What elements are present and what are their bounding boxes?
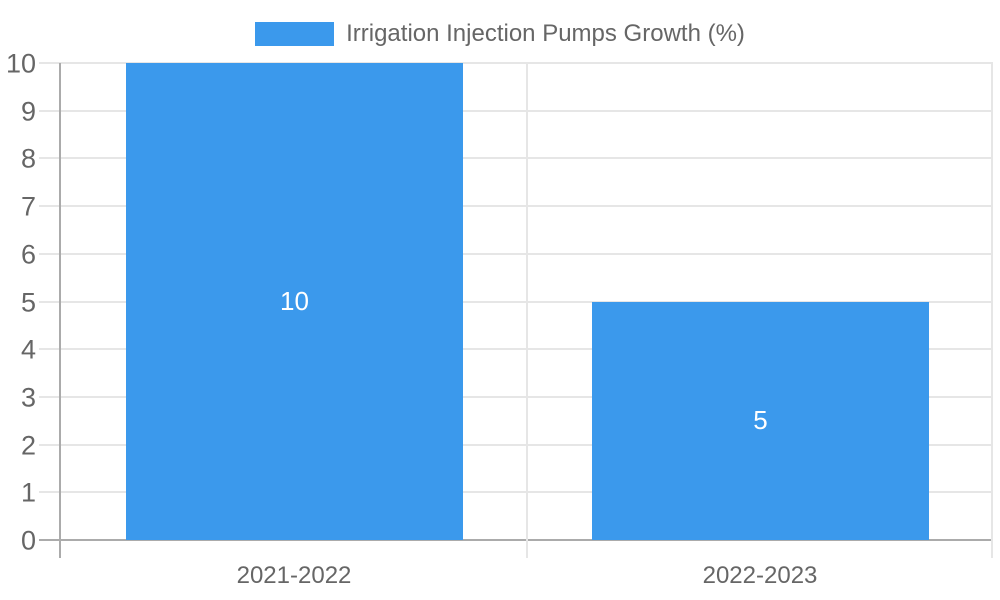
gridline-y9 (39, 109, 993, 112)
bar-2022-2023: 5 (592, 301, 929, 540)
plot-right-border (991, 63, 993, 558)
y-axis-tick-label: 6 (20, 239, 36, 270)
y-axis-tick-label: 4 (20, 334, 36, 365)
y-axis-line (59, 63, 61, 558)
y-axis-tick-label: 0 (20, 525, 36, 556)
y-axis-tick-label: 3 (20, 382, 36, 413)
bar-2021-2022: 10 (126, 63, 463, 540)
x-axis-baseline (39, 539, 993, 541)
y-axis-tick-label: 10 (5, 48, 36, 79)
gridline-y1 (39, 491, 993, 494)
bar-value-label: 10 (280, 286, 309, 316)
bar-value-label: 5 (753, 405, 768, 436)
y-axis-tick-label: 1 (20, 477, 36, 508)
y-axis-tick-label: 8 (20, 143, 36, 174)
x-axis-category-label: 2022-2023 (702, 562, 818, 589)
legend[interactable]: Irrigation Injection Pumps Growth (%) (0, 20, 1000, 48)
gridline-y3 (39, 395, 993, 398)
gridline-y8 (39, 157, 993, 160)
y-axis-tick-label: 9 (20, 96, 36, 127)
x-axis-category-label: 2021-2022 (236, 562, 352, 589)
legend-label: Irrigation Injection Pumps Growth (%) (346, 20, 745, 47)
y-axis-tick-label: 7 (20, 191, 36, 222)
gridline-y4 (39, 348, 993, 351)
y-axis-tick-label: 2 (20, 430, 36, 461)
gridline-y2 (39, 443, 993, 446)
gridline-y6 (39, 252, 993, 255)
gridline-y7 (39, 205, 993, 208)
legend-swatch (255, 22, 335, 46)
category-separator (526, 63, 528, 558)
y-axis-tick-label: 5 (20, 287, 36, 317)
gridline-y10 (39, 62, 993, 64)
gridline-y5 (39, 300, 993, 303)
